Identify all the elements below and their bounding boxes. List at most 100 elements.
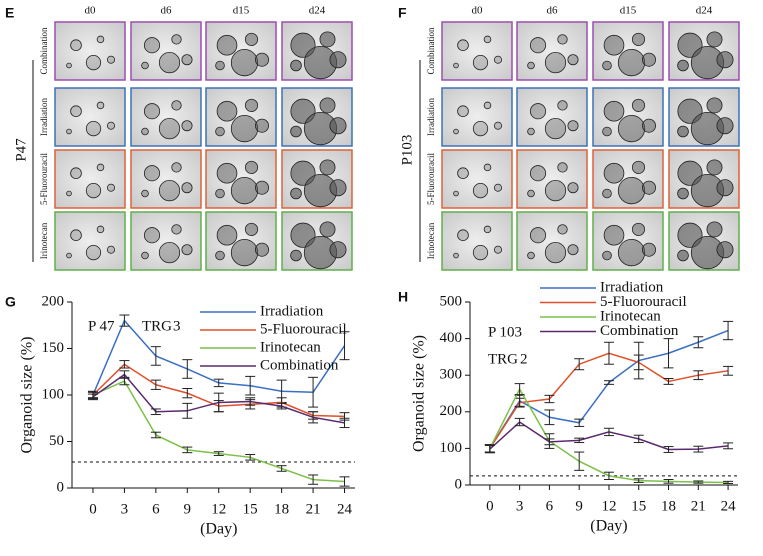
- micrograph: [516, 87, 588, 147]
- organoid: [603, 100, 625, 122]
- error-bar: [574, 437, 585, 444]
- organoid: [85, 245, 102, 261]
- organoid: [617, 115, 646, 143]
- organoid: [716, 117, 734, 135]
- micrograph: [592, 211, 664, 271]
- organoid: [472, 121, 489, 137]
- organoid: [143, 103, 161, 120]
- y-tick-label: 300: [440, 367, 463, 383]
- organoid: [230, 239, 259, 267]
- organoid: [171, 100, 182, 111]
- row-label: 5-Fluorouracil: [426, 153, 436, 205]
- organoid: [107, 121, 116, 130]
- error-bar: [633, 434, 644, 444]
- micrograph: [130, 149, 202, 209]
- error-bar: [150, 431, 161, 439]
- legend-label: 5-Fluorouracil: [600, 294, 687, 310]
- error-bar: [182, 446, 193, 454]
- organoid: [529, 103, 547, 120]
- micrograph: [441, 211, 513, 271]
- column-label: d15: [620, 5, 637, 17]
- row-label: Irradiation: [426, 98, 436, 136]
- organoid: [631, 160, 646, 174]
- patient-label: P47: [13, 138, 29, 162]
- organoid: [677, 125, 689, 138]
- error-bar: [213, 392, 224, 413]
- organoid: [617, 48, 646, 77]
- row-label: Combination: [39, 27, 49, 74]
- organoid: [603, 162, 625, 184]
- organoid: [215, 60, 225, 71]
- organoid: [329, 241, 347, 259]
- error-bar: [544, 409, 555, 426]
- column-label: d24: [696, 5, 713, 17]
- legend-label: Combination: [260, 357, 339, 373]
- error-bar: [693, 480, 704, 484]
- organoid: [230, 48, 259, 77]
- error-bar: [603, 380, 614, 385]
- error-bar: [213, 451, 224, 456]
- organoid: [171, 224, 182, 235]
- row-label: 5-Fluorouracil: [39, 153, 49, 205]
- legend-label: Irinotecan: [600, 308, 661, 324]
- organoid: [70, 39, 82, 51]
- x-tick-label: 6: [546, 498, 554, 514]
- micrograph: [54, 149, 126, 209]
- organoid: [617, 177, 646, 205]
- error-bar: [87, 393, 98, 401]
- y-tick-label: 100: [42, 386, 65, 402]
- organoid: [706, 31, 723, 48]
- organoid: [706, 97, 723, 114]
- organoid: [557, 162, 568, 173]
- error-bar: [150, 408, 161, 416]
- x-tick-label: 15: [631, 498, 646, 514]
- organoid: [329, 179, 347, 197]
- organoid: [617, 239, 646, 267]
- organoid: [483, 101, 492, 110]
- micrograph: [516, 211, 588, 271]
- organoid: [85, 121, 102, 137]
- x-tick-label: 24: [337, 501, 353, 517]
- organoid: [483, 225, 492, 234]
- grade-value: 3: [173, 318, 181, 334]
- error-bar: [723, 365, 734, 376]
- micrograph: [205, 149, 277, 209]
- x-tick-label: 18: [274, 501, 289, 517]
- organoid: [107, 245, 116, 254]
- organoid: [493, 55, 502, 64]
- y-tick-label: 200: [440, 403, 463, 419]
- organoid: [567, 244, 579, 256]
- organoid: [493, 121, 502, 130]
- organoid: [143, 37, 161, 54]
- organoid: [70, 105, 82, 117]
- column-label: d0: [472, 5, 484, 17]
- legend-label: Irinotecan: [260, 339, 321, 355]
- organoid: [677, 249, 689, 262]
- organoid: [158, 242, 181, 264]
- error-bar: [514, 383, 525, 396]
- organoid: [290, 249, 302, 262]
- error-bar: [544, 394, 555, 404]
- organoid: [319, 221, 336, 238]
- organoid: [158, 180, 181, 202]
- micrograph: [54, 21, 126, 81]
- organoid: [216, 34, 238, 56]
- organoid: [716, 179, 734, 197]
- x-tick-label: 24: [721, 498, 737, 514]
- error-bar: [276, 465, 287, 472]
- error-bar: [182, 402, 193, 419]
- organoid: [544, 51, 567, 74]
- error-bar: [603, 427, 614, 437]
- error-bar: [723, 442, 734, 450]
- organoid: [567, 182, 579, 194]
- micrograph: [130, 211, 202, 271]
- micrograph: [441, 21, 513, 81]
- organoid: [716, 241, 734, 259]
- organoid: [472, 245, 489, 261]
- column-label: d15: [233, 5, 250, 17]
- organoid: [603, 224, 625, 246]
- error-bar: [119, 314, 130, 327]
- organoid: [631, 32, 646, 46]
- organoid: [244, 222, 259, 236]
- error-bar: [308, 411, 319, 424]
